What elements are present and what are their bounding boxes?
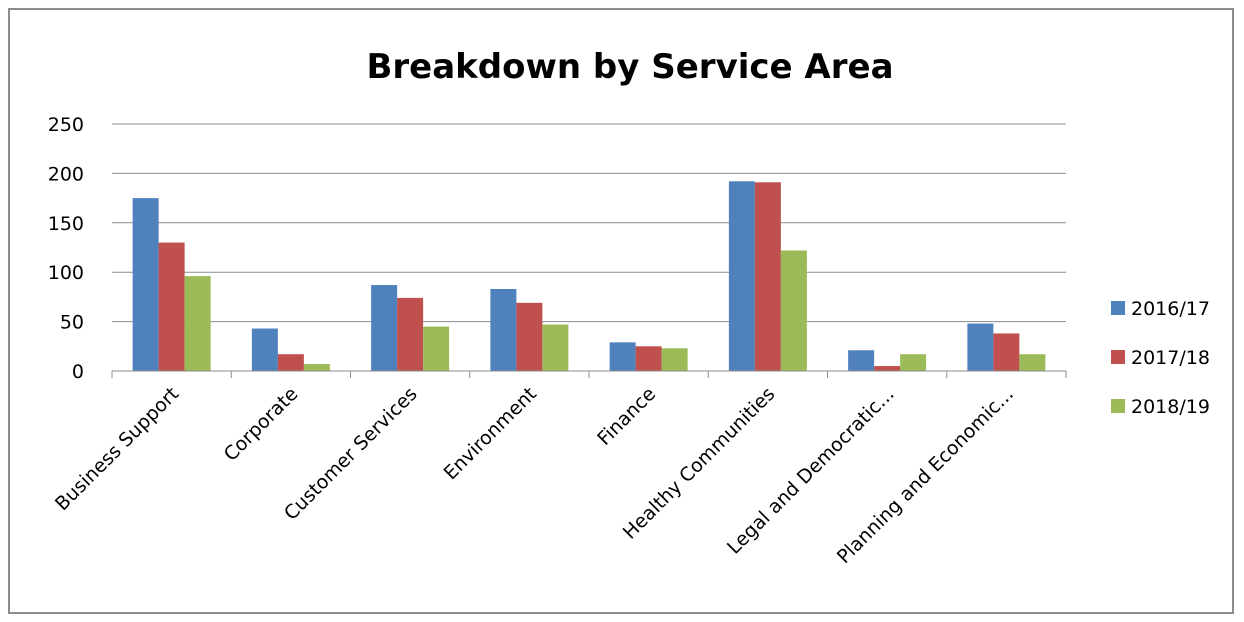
bar: [661, 348, 688, 371]
bar: [728, 181, 755, 371]
bar: [158, 242, 185, 371]
bar: [848, 350, 875, 371]
bar: [371, 285, 398, 371]
y-tick-label: 200: [48, 163, 84, 185]
bars: [132, 181, 1046, 371]
bar: [516, 302, 543, 371]
bar: [874, 366, 901, 371]
bar: [132, 198, 159, 371]
bar: [277, 354, 304, 371]
bar: [490, 288, 517, 371]
legend-swatch: [1111, 350, 1125, 364]
bar: [900, 354, 927, 371]
legend-swatch: [1111, 399, 1125, 413]
gridlines: [112, 123, 1066, 323]
bar: [397, 297, 424, 371]
bar: [754, 182, 781, 371]
legend-swatch: [1111, 301, 1125, 315]
bar: [184, 276, 211, 371]
bar: [780, 250, 807, 371]
y-tick-label: 50: [60, 312, 84, 334]
y-tick-label: 100: [48, 262, 84, 284]
bar: [635, 346, 662, 371]
x-tick-label: Business Support: [51, 383, 183, 515]
bar: [1019, 354, 1046, 371]
x-tick-label: Corporate: [220, 383, 303, 466]
legend-label: 2016/17: [1131, 298, 1210, 320]
legend: 2016/17 2017/18 2018/19: [1111, 298, 1210, 418]
bar: [423, 326, 450, 371]
bar: [609, 342, 636, 371]
legend-label: 2018/19: [1131, 396, 1210, 418]
y-tick-label: 250: [48, 114, 84, 136]
x-tick-label: Environment: [440, 383, 541, 484]
y-tick-label: 0: [72, 361, 84, 383]
y-axis-ticks: 0 50 100 150 200 250: [48, 114, 84, 383]
bar: [993, 333, 1020, 371]
y-tick-label: 150: [48, 213, 84, 235]
bar: [967, 323, 994, 371]
x-tick-label: Customer Services: [280, 383, 422, 525]
x-tick-label: Finance: [593, 383, 660, 450]
bar: [251, 328, 278, 371]
chart-frame: [8, 8, 1234, 614]
chart-title: Breakdown by Service Area: [366, 47, 893, 87]
legend-label: 2017/18: [1131, 347, 1210, 369]
x-axis: [111, 370, 1067, 378]
bar: [542, 324, 569, 371]
bar: [303, 364, 330, 371]
